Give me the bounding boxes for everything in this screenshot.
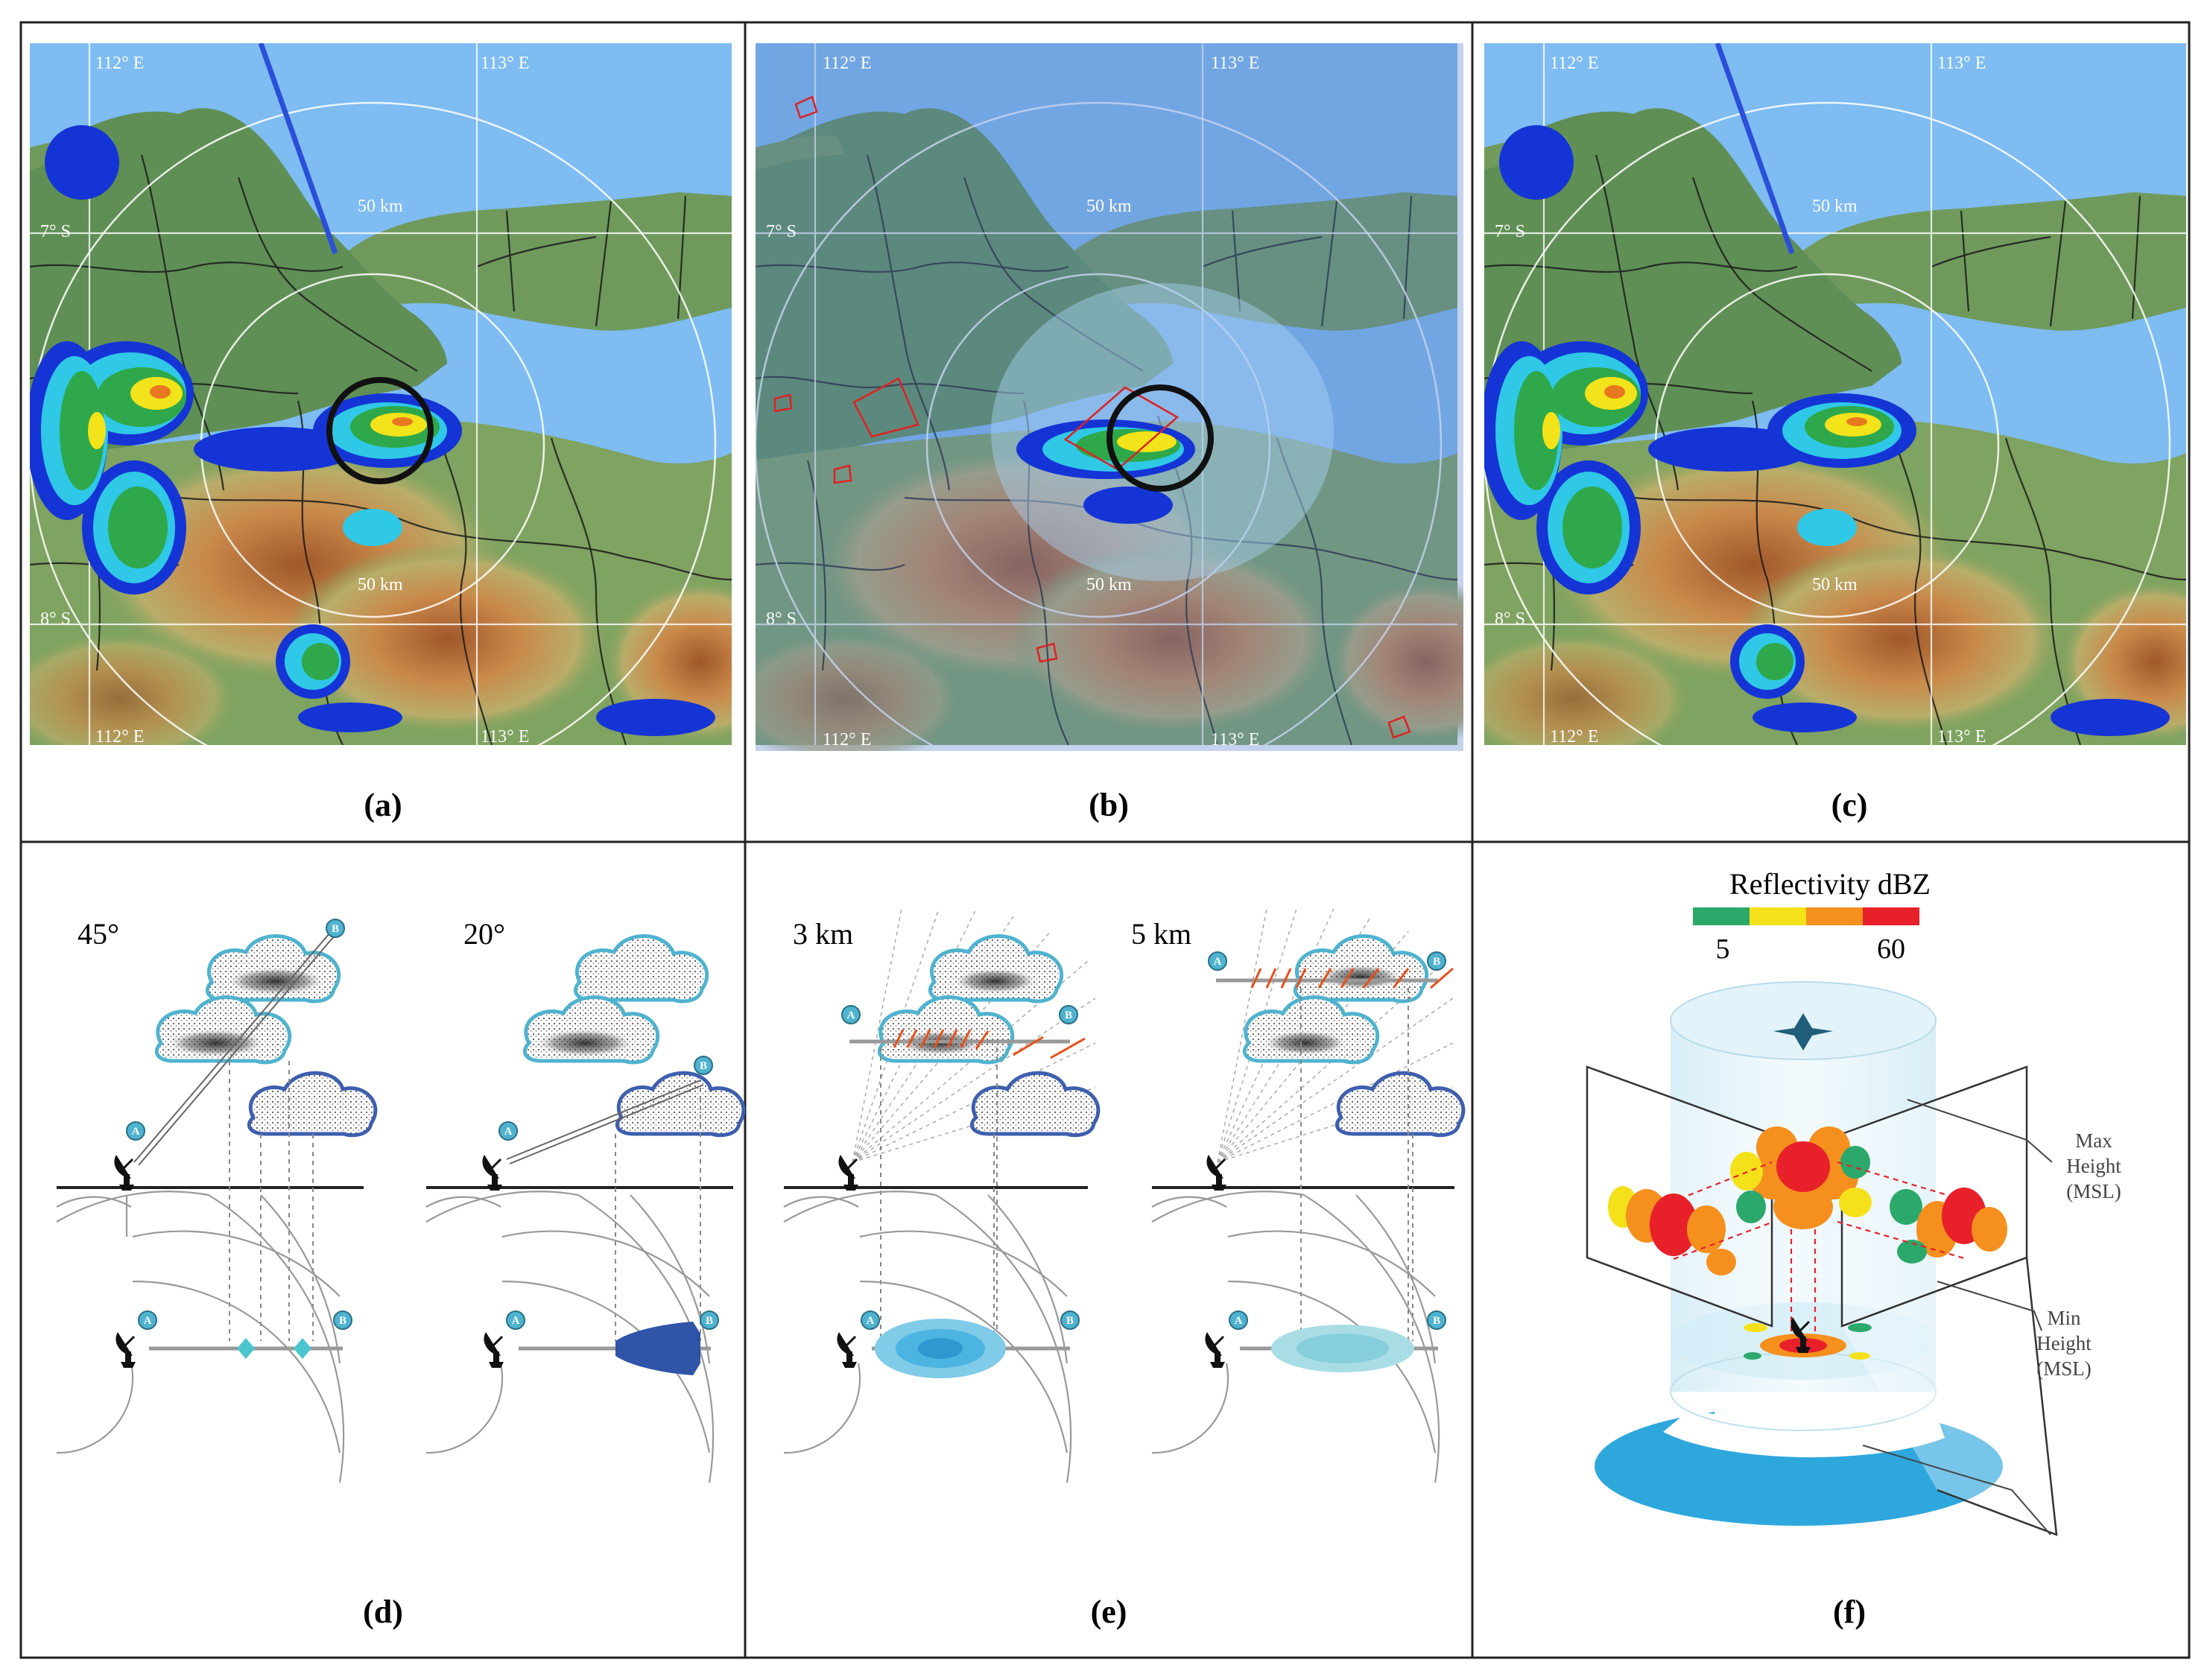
caption-e: (e): [1091, 1594, 1127, 1630]
max-height-line-2: Height: [2066, 1155, 2121, 1177]
marker-a: A: [1229, 1310, 1248, 1330]
map-c-lon-right-bottom: 113° E: [1937, 727, 1986, 747]
compass-icon: [1773, 1013, 1833, 1050]
min-height-line-2: Height: [2036, 1332, 2092, 1354]
map-a-lon-right: 113° E: [481, 54, 529, 73]
caption-c: (c): [1831, 787, 1868, 823]
map-c-lon-right: 113° E: [1937, 54, 1986, 73]
cloud-lower: [247, 1071, 378, 1138]
map-b-lon-left: 112° E: [823, 54, 871, 73]
map-a-lat-bottom: 8° S: [40, 609, 71, 629]
max-height-line-1: Max: [2075, 1129, 2112, 1152]
marker-a: A: [126, 1121, 145, 1141]
marker-b: B: [694, 1056, 713, 1075]
map-a-lon-right-bottom: 113° E: [481, 727, 529, 747]
legend-min: 5: [1716, 933, 1730, 965]
cloud-upper: [206, 934, 341, 1004]
panel-grid: [19, 21, 2191, 1659]
marker-a: A: [138, 1310, 157, 1330]
panel-a-map: [30, 43, 732, 745]
map-b-lat-top: 7° S: [766, 222, 797, 241]
map-a-lon-left: 112° E: [95, 54, 144, 73]
caption-a: (a): [364, 787, 402, 823]
svg-text:A: A: [504, 1126, 513, 1138]
map-c-lon-left: 112° E: [1550, 54, 1598, 73]
svg-text:B: B: [1433, 1315, 1440, 1327]
map-b-lon-right: 113° E: [1211, 54, 1259, 73]
marker-a: A: [1208, 951, 1227, 971]
marker-b: B: [326, 919, 345, 938]
highlight-circle: [1106, 384, 1214, 492]
map-c-lat-bottom: 8° S: [1495, 609, 1525, 629]
legend-swatch-3: [1806, 907, 1863, 925]
svg-text:A: A: [1214, 956, 1222, 968]
map-b-range-top: 50 km: [1086, 197, 1132, 216]
legend-title: Reflectivity dBZ: [1729, 867, 1931, 901]
map-b-lon-right-bottom: 113° E: [1211, 730, 1259, 749]
legend-swatch-2: [1750, 907, 1806, 925]
marker-a: A: [506, 1310, 525, 1330]
panel-f-diagram: Reflectivity dBZ 5 60: [1586, 867, 2121, 1536]
svg-text:A: A: [144, 1315, 152, 1327]
map-b-lon-left-bottom: 112° E: [823, 730, 871, 749]
cloud-middle: [155, 995, 292, 1065]
min-height-line-3: (MSL): [2036, 1357, 2092, 1380]
svg-text:A: A: [1235, 1315, 1243, 1327]
marker-b: B: [1427, 951, 1446, 971]
marker-b: B: [333, 1310, 352, 1330]
svg-text:B: B: [1065, 1009, 1072, 1021]
angle-label-45: 45°: [77, 917, 119, 951]
caption-f: (f): [1833, 1594, 1866, 1630]
marker-b: B: [700, 1310, 719, 1330]
highlight-circle: [326, 377, 434, 484]
map-c-lat-top: 7° S: [1495, 222, 1525, 241]
map-b-range-bottom: 50 km: [1086, 575, 1132, 595]
svg-text:B: B: [339, 1315, 346, 1327]
map-c-lon-left-bottom: 112° E: [1550, 727, 1598, 747]
panel-b-map: [756, 43, 1463, 751]
svg-text:A: A: [512, 1315, 520, 1327]
height-label-5km: 5 km: [1131, 917, 1191, 951]
svg-text:B: B: [700, 1060, 707, 1072]
marker-b: B: [1427, 1310, 1446, 1330]
max-height-line-3: (MSL): [2066, 1180, 2121, 1202]
caption-d: (d): [363, 1594, 403, 1630]
height-label-3km: 3 km: [793, 917, 853, 951]
map-c-range-bottom: 50 km: [1812, 575, 1858, 595]
marker-b: B: [1059, 1005, 1078, 1024]
map-b-lat-bottom: 8° S: [766, 609, 797, 629]
svg-text:A: A: [867, 1315, 875, 1327]
svg-text:A: A: [847, 1009, 855, 1021]
svg-text:B: B: [1066, 1315, 1074, 1327]
panel-c-map: [1484, 43, 2186, 745]
svg-text:B: B: [1433, 956, 1440, 968]
legend-max: 60: [1877, 933, 1905, 965]
panel-d-diagram: 45° 20°: [56, 917, 746, 1483]
panel-e-diagram: 3 km 5 km: [783, 908, 1466, 1483]
svg-text:B: B: [706, 1315, 713, 1327]
map-a-range-bottom: 50 km: [358, 575, 403, 595]
marker-b: B: [1060, 1310, 1080, 1330]
marker-a: A: [861, 1310, 880, 1330]
angle-label-20: 20°: [463, 917, 505, 951]
svg-text:B: B: [332, 923, 339, 935]
marker-a: A: [498, 1121, 518, 1141]
min-height-line-1: Min: [2047, 1307, 2081, 1329]
map-a-lat-top: 7° S: [40, 222, 71, 241]
map-a-range-top: 50 km: [358, 197, 403, 216]
caption-b: (b): [1089, 787, 1129, 823]
legend-swatch-4: [1863, 907, 1919, 925]
map-a-lon-left-bottom: 112° E: [95, 727, 144, 747]
svg-text:A: A: [132, 1126, 140, 1138]
legend-swatch-1: [1693, 907, 1750, 925]
marker-a: A: [841, 1005, 861, 1024]
map-c-range-top: 50 km: [1812, 197, 1858, 216]
